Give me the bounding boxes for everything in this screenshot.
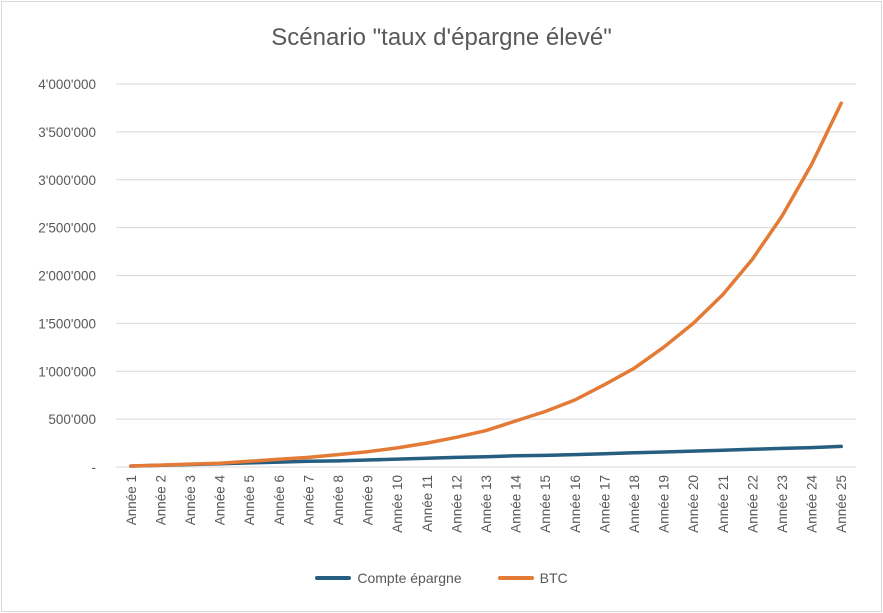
x-tick-label: Année 17 [597, 475, 612, 533]
x-tick-label: Année 25 [834, 475, 849, 533]
data-point [484, 429, 488, 432]
data-point [544, 410, 547, 413]
data-point [514, 454, 517, 457]
y-tick-label: 1'000'000 [38, 364, 96, 379]
x-tick-label: Année 3 [183, 475, 198, 525]
y-axis-ticks: - 500'000 1'000'000 1'500'000 2'000'000 2'500… [38, 77, 96, 475]
x-tick-label: Année 2 [153, 475, 168, 525]
x-tick-label: Année 4 [213, 475, 228, 526]
data-point [751, 258, 754, 261]
data-point [188, 462, 192, 466]
data-point [573, 398, 576, 402]
x-tick-label: Année 20 [686, 475, 701, 533]
x-tick-label: Année 12 [449, 475, 464, 533]
x-tick-label: Année 5 [242, 475, 257, 525]
data-point [544, 454, 547, 457]
y-tick-label: 1'500'000 [38, 316, 96, 331]
data-point [248, 460, 251, 463]
data-point [780, 214, 784, 218]
x-tick-label: Année 8 [331, 475, 346, 525]
legend-swatch [497, 576, 534, 580]
y-tick-label: 4'000'000 [38, 77, 96, 92]
x-tick-label: Année 7 [301, 475, 316, 525]
data-point [692, 322, 695, 325]
data-point [484, 455, 488, 458]
y-tick-label: 500'000 [48, 412, 96, 427]
x-tick-label: Année 16 [568, 475, 583, 533]
x-tick-label: Année 21 [716, 475, 731, 533]
y-tick-label: - [92, 460, 97, 475]
data-point [396, 457, 399, 461]
data-point [721, 293, 724, 296]
legend-label: Compte épargne [357, 570, 462, 586]
data-point [277, 458, 280, 461]
chart-title: Scénario "taux d'épargne élevé" [271, 24, 612, 51]
y-tick-label: 3'000'000 [38, 173, 96, 188]
x-tick-label: Année 23 [775, 475, 790, 533]
series-lines [129, 101, 843, 468]
legend: Compte épargne BTC [0, 570, 883, 586]
x-tick-label: Année 10 [390, 475, 405, 533]
data-point [366, 458, 369, 462]
x-tick-label: Année 11 [420, 475, 435, 532]
y-tick-label: 2'000'000 [38, 269, 96, 284]
data-point [425, 457, 428, 460]
legend-item-btc: BTC [497, 570, 568, 586]
data-point [396, 446, 399, 450]
data-point [810, 163, 813, 166]
data-point [840, 445, 843, 448]
x-tick-label: Année 14 [509, 475, 524, 533]
data-point [425, 441, 428, 445]
data-point [662, 346, 665, 349]
data-point [159, 463, 162, 467]
data-point [810, 446, 813, 449]
x-tick-label: Année 24 [805, 475, 820, 533]
data-point [218, 461, 221, 465]
legend-item-compte-epargne: Compte épargne [315, 570, 462, 586]
x-tick-label: Année 1 [124, 475, 139, 525]
data-point [780, 447, 784, 450]
x-tick-label: Année 18 [627, 475, 642, 533]
data-point [307, 460, 310, 463]
data-point [307, 456, 310, 459]
data-point [632, 451, 636, 455]
data-point [721, 449, 724, 452]
y-tick-label: 2'500'000 [38, 221, 96, 236]
data-point [455, 456, 458, 459]
legend-label: BTC [539, 570, 568, 586]
data-point [366, 450, 369, 453]
data-point [573, 453, 576, 456]
data-point [632, 367, 636, 370]
data-point [514, 419, 517, 423]
x-tick-label: Année 19 [657, 475, 672, 533]
data-point [840, 101, 843, 105]
x-tick-label: Année 9 [361, 475, 376, 525]
x-tick-label: Année 15 [538, 475, 553, 533]
x-axis-ticks: Année 1 Année 2 Année 3 Année 4 Année 5 Année… [124, 475, 849, 533]
data-point [277, 460, 280, 464]
data-point [662, 450, 665, 454]
x-tick-label: Année 13 [479, 475, 494, 533]
data-point [603, 452, 606, 455]
data-point [692, 449, 695, 453]
series-line-1 [129, 101, 843, 468]
gridlines [116, 83, 856, 468]
x-tick-label: Année 6 [272, 475, 287, 525]
y-tick-label: 3'500'000 [38, 125, 96, 140]
data-point [455, 436, 458, 439]
data-point [336, 459, 340, 463]
data-point [751, 448, 754, 451]
data-point [129, 464, 132, 468]
legend-swatch [315, 576, 352, 580]
x-tick-label: Année 22 [745, 475, 760, 533]
data-point [603, 383, 606, 386]
data-point [336, 453, 340, 456]
